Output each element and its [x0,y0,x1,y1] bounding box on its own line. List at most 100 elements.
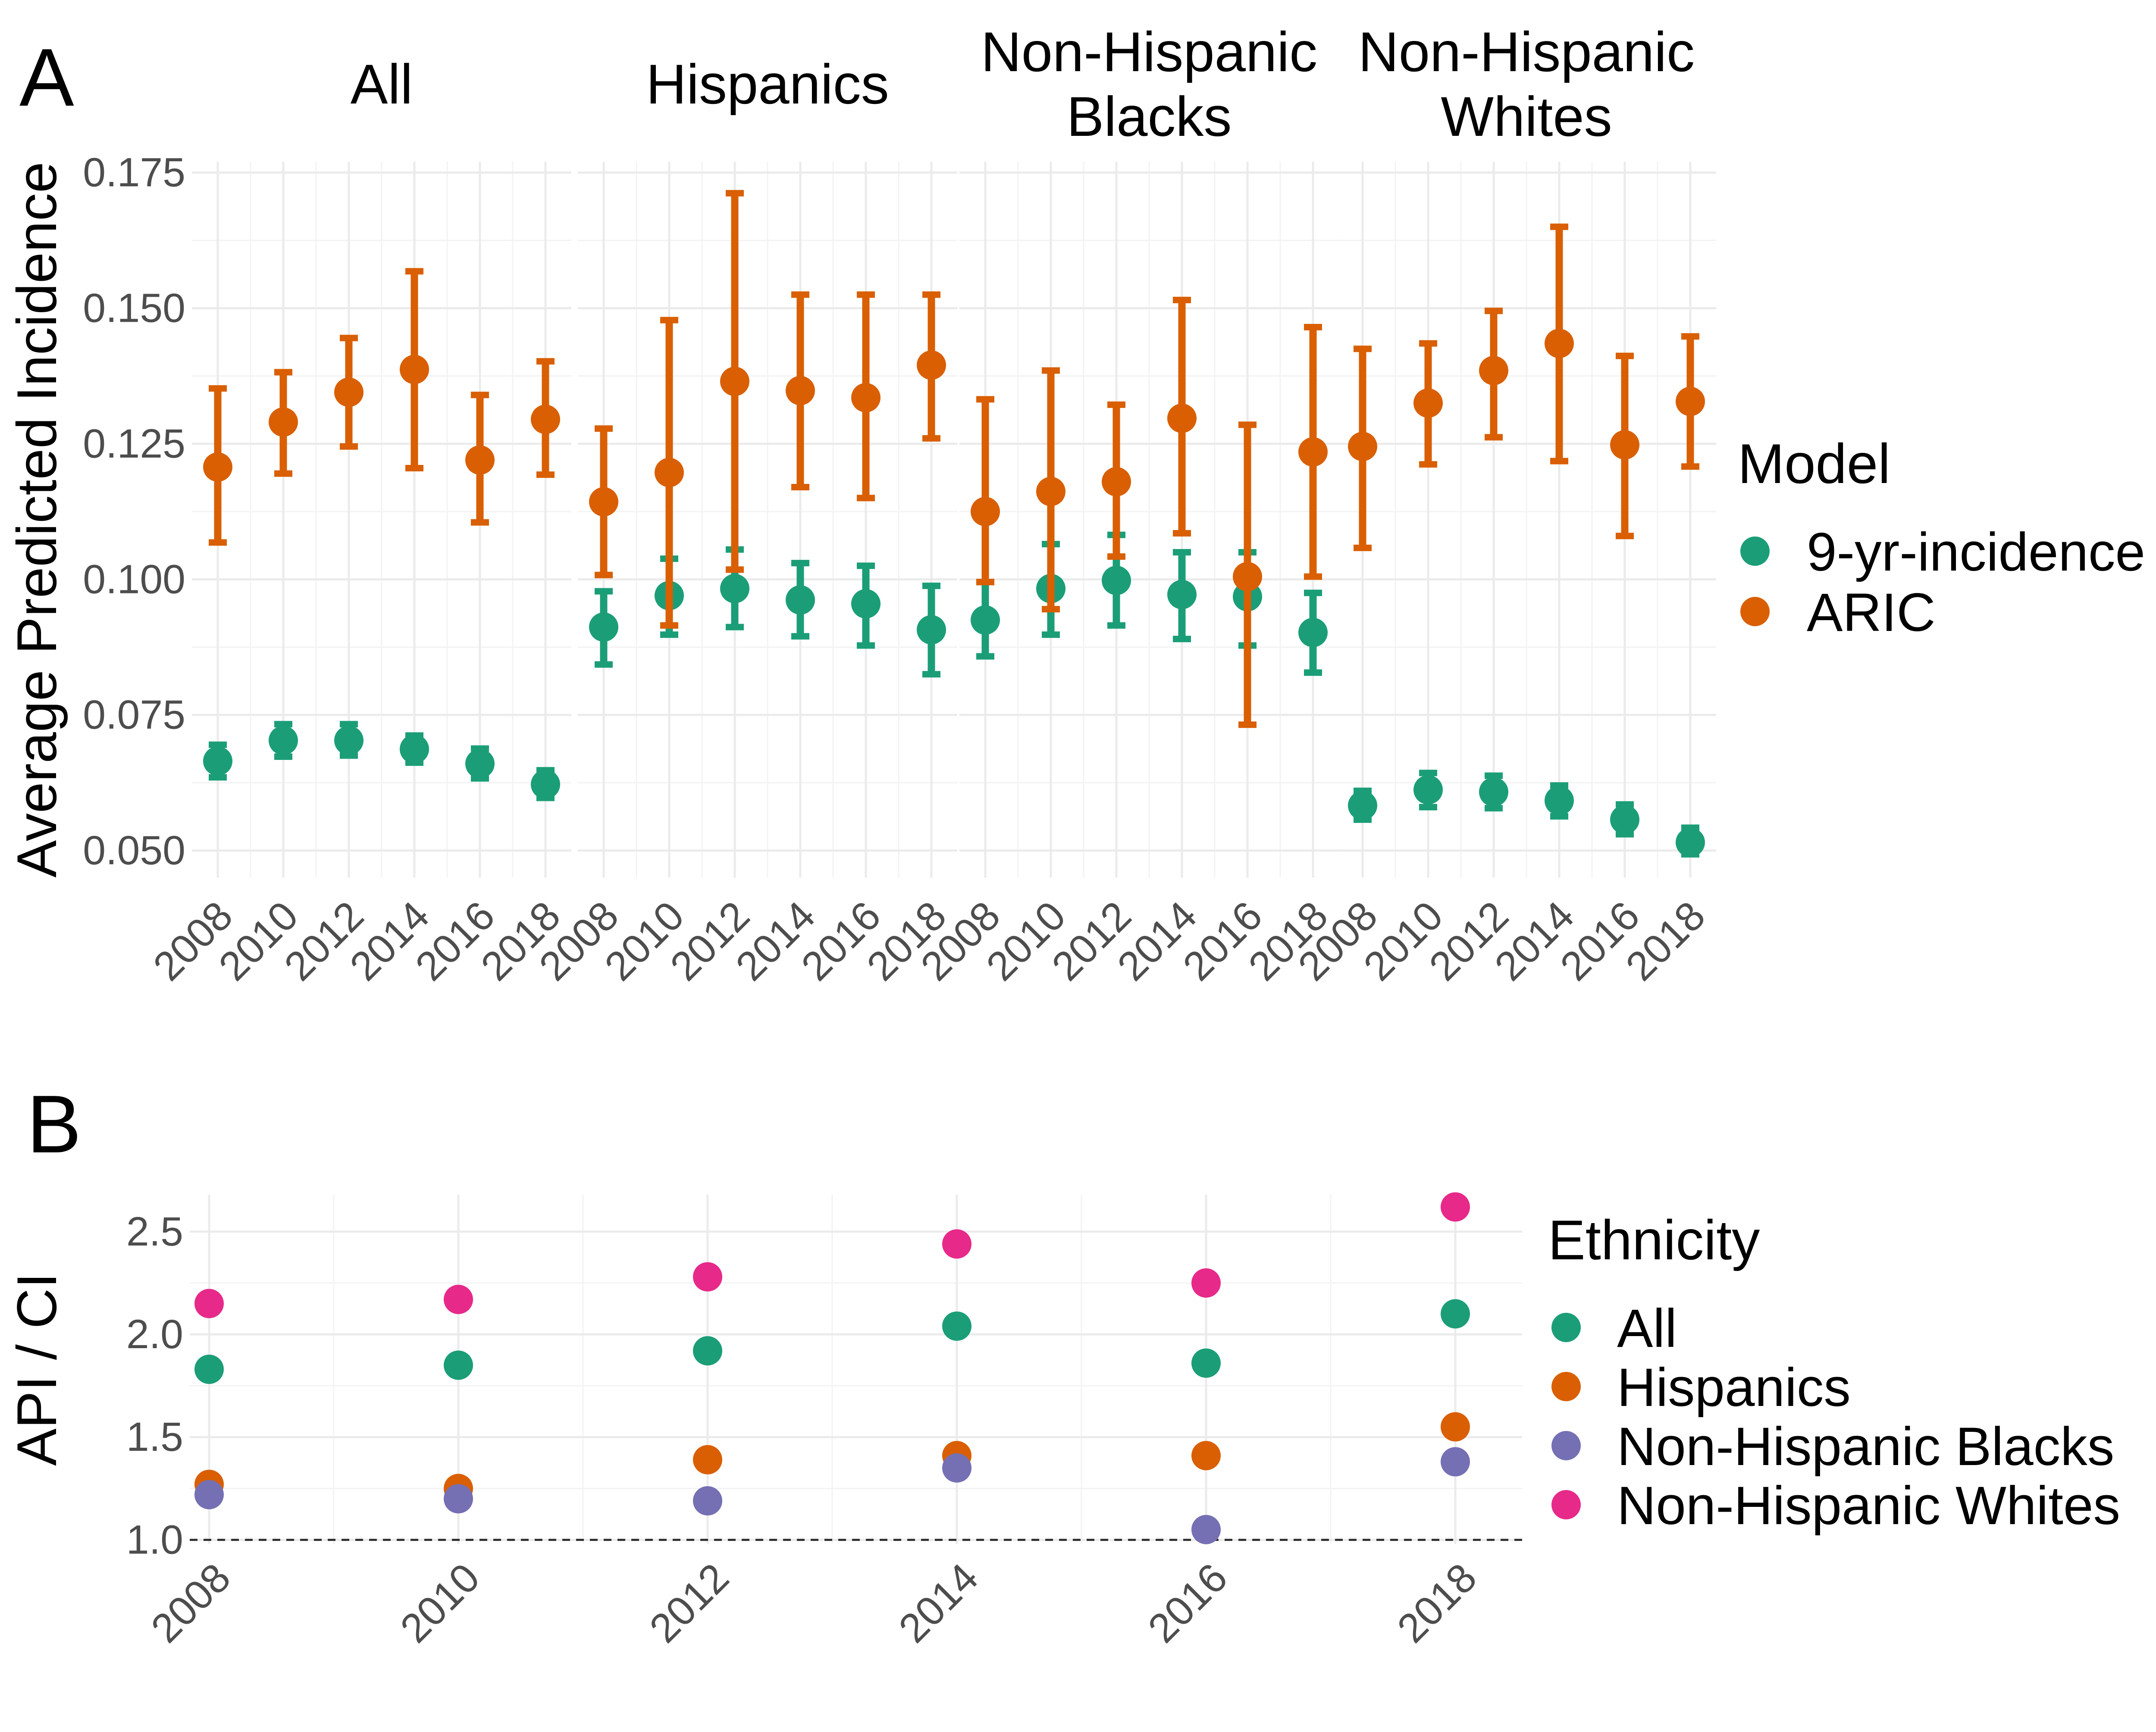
panel-b-x-tick-label: 2016 [1139,1555,1236,1651]
point-marker [1348,791,1377,820]
panel-b-y-tick-label: 2.0 [126,1312,183,1357]
point-marker [269,725,298,755]
legend-item: Non-Hispanic Blacks [1551,1417,2114,1477]
legend-label: 9-yr-incidence [1807,522,2145,582]
point-marker [589,487,618,517]
panel-b-y-axis-title: API / CI [5,1273,68,1466]
point-marker [1610,430,1639,460]
facet-title: Non-Hispanic [981,20,1317,83]
point-marker [1298,618,1328,647]
panel-a-y-axis-title: Average Predicted Incidence [5,162,68,878]
legend-item: ARIC [1740,583,1936,643]
data-point [971,396,1000,586]
data-point [693,1445,722,1475]
data-point [1191,1348,1221,1378]
point-marker [720,574,749,603]
panel-a-y-tick-label: 0.125 [83,421,185,467]
data-point [1298,590,1328,676]
panel-b-x-tick-label: 2010 [392,1555,488,1651]
point-marker [851,383,881,413]
point-marker [1036,477,1065,506]
data-point [1413,340,1443,468]
data-point [942,1229,971,1259]
panel-letter-b: B [27,1079,81,1170]
legend-item: 9-yr-incidence [1740,522,2145,582]
legend-title-model: Model [1738,432,1890,495]
data-point [203,385,232,546]
legend-item: All [1551,1299,1677,1359]
legend-title-ethnicity: Ethnicity [1548,1208,1760,1271]
point-marker [589,612,618,642]
data-point [1102,401,1131,560]
panel-a: Average Predicted Incidence 0.050 0.075 0.1… [5,20,2145,989]
panel-a-y-tick-label: 0.100 [83,556,185,602]
point-marker [655,458,684,487]
point-marker [1413,775,1443,805]
data-point [1298,324,1328,580]
panel-b-y-tick-label: 2.5 [126,1209,183,1255]
point-marker [334,725,364,755]
data-point [194,1480,224,1509]
data-point [1191,1268,1221,1298]
data-point [1479,307,1508,441]
data-point [1167,549,1197,643]
panel-letter-a: A [19,32,74,123]
data-point [1545,223,1574,464]
data-point [465,392,495,526]
legend-label: All [1617,1299,1677,1359]
legend-swatch [1551,1431,1581,1460]
point-marker [917,615,946,645]
data-point [1441,1299,1470,1329]
panel-b-x-tick-label: 2008 [142,1555,239,1651]
data-point [917,291,946,442]
point-marker [1102,467,1131,496]
legend-swatch [1551,1313,1581,1342]
point-marker [720,367,749,396]
legend-swatch [1740,597,1770,626]
facet-panel: Non-HispanicBlacks2008201020122014201620… [912,20,1339,989]
data-point [1545,782,1574,820]
data-point [269,369,298,477]
data-point [531,358,560,478]
point-marker [531,769,560,799]
panel-b-y-tick-label: 1.0 [126,1517,183,1563]
data-point [1191,1515,1221,1544]
legend-swatch [1551,1372,1581,1401]
point-marker [400,734,429,764]
point-marker [1676,386,1705,416]
point-marker [203,746,232,776]
data-point [1036,367,1065,612]
point-marker [1298,437,1328,467]
facet-title: All [351,53,413,116]
facet-title: Hispanics [646,53,889,116]
data-point [444,1285,473,1314]
data-point [400,268,429,472]
point-marker [971,605,1000,635]
data-point [203,741,232,781]
point-marker [1413,388,1443,418]
data-point [786,560,815,640]
data-point [194,1355,224,1384]
legend-swatch [1551,1490,1581,1519]
facet-title: Whites [1441,85,1612,148]
point-marker [1233,562,1262,592]
data-point [1348,345,1377,551]
point-marker [1479,777,1508,807]
point-marker [465,445,495,475]
data-point [1441,1192,1470,1222]
legend-label: Non-Hispanic Whites [1617,1476,2120,1536]
panel-a-y-tick-label: 0.175 [83,150,185,195]
point-marker [1545,329,1574,358]
data-point [1348,788,1377,823]
panel-a-y-tick-label: 0.150 [83,286,185,331]
point-marker [531,405,560,434]
data-point [1441,1447,1470,1477]
panel-b-y-tick-label: 1.5 [126,1414,183,1460]
facet-panel: Non-HispanicWhites2008201020122014201620… [1289,20,1716,989]
facet-title: Blacks [1067,85,1232,148]
panel-b: API / CI 1.0 1.5 2.0 2.5 2008 2010 2012 2014 2016… [5,1192,2120,1651]
point-marker [1545,786,1574,816]
panel-a-y-tick-label: 0.075 [83,692,185,738]
data-point [465,745,495,782]
